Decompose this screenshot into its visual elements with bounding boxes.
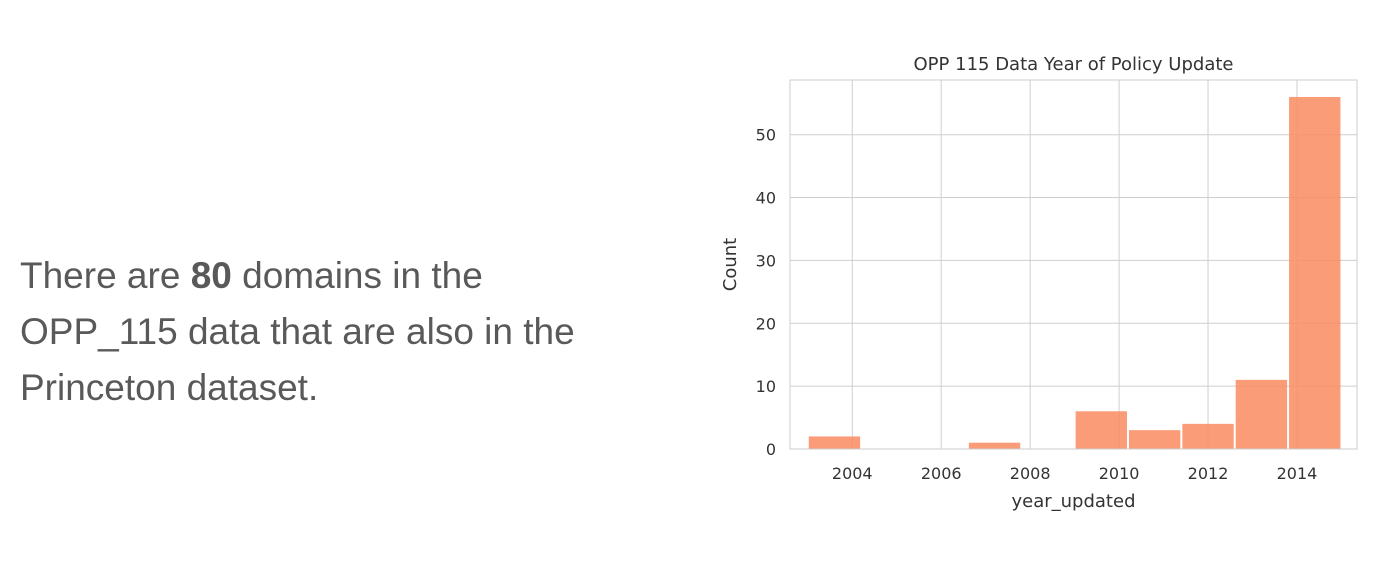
y-tick-label: 30 [756, 251, 776, 270]
x-axis-label: year_updated [1011, 491, 1135, 512]
histogram-bar [1128, 430, 1181, 449]
y-axis-label: Count [720, 238, 741, 291]
x-tick-label: 2004 [832, 464, 873, 483]
histogram-chart: 2004 2006 2008 2010 2012 2014 0 10 20 30 40 50 OPP … [700, 40, 1380, 530]
summary-suffix: domains in the [231, 255, 483, 296]
summary-line-3: Princeton dataset. [20, 367, 319, 408]
x-tick-label: 2006 [921, 464, 962, 483]
domain-count: 80 [190, 255, 232, 296]
y-tick-label: 40 [756, 189, 776, 208]
bar-layer [808, 96, 1341, 449]
plot-frame [789, 79, 1358, 450]
chart-title: OPP 115 Data Year of Policy Update [914, 54, 1234, 75]
x-tick-label: 2014 [1277, 464, 1318, 483]
x-tick-label: 2008 [1010, 464, 1051, 483]
y-tick-label: 20 [756, 314, 776, 333]
histogram-bar [968, 442, 1021, 449]
histogram-bar [1182, 423, 1234, 449]
histogram-bar [1235, 379, 1288, 449]
y-tick-label: 50 [756, 126, 776, 145]
summary-line-1: There are 80 domains in the [20, 248, 660, 304]
y-tick-label: 10 [756, 377, 776, 396]
y-tick-label: 0 [766, 440, 776, 459]
histogram-bar [1075, 411, 1127, 449]
summary-text: There are 80 domains in the OPP_115 data… [20, 248, 660, 416]
x-tick-label: 2010 [1099, 464, 1140, 483]
tick-layer: 2004 2006 2008 2010 2012 2014 0 10 20 30 40 50 [756, 126, 1318, 483]
chart-svg: 2004 2006 2008 2010 2012 2014 0 10 20 30 40 50 OPP … [720, 54, 1358, 512]
x-tick-label: 2012 [1188, 464, 1229, 483]
summary-prefix: There are [20, 255, 191, 296]
histogram-bar [808, 436, 861, 449]
histogram-bar [1289, 96, 1341, 449]
summary-line-2: OPP_115 data that are also in the [20, 311, 575, 352]
